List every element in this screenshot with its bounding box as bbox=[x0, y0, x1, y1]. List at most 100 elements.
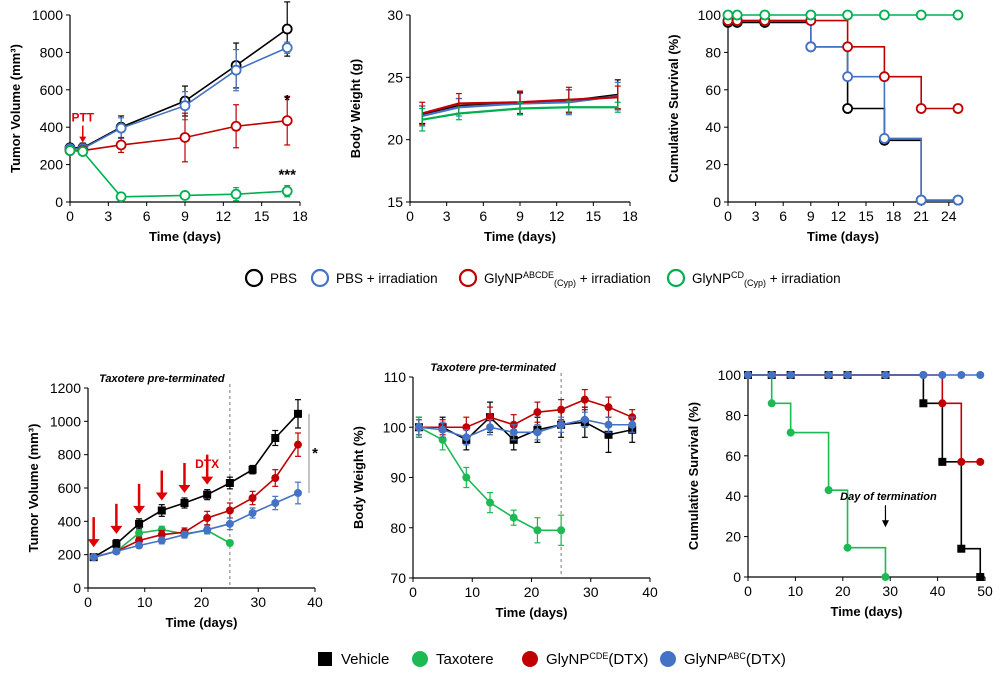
series-3 bbox=[64, 145, 293, 203]
series-3 bbox=[414, 411, 637, 446]
annotation-text: * bbox=[284, 92, 290, 109]
x-tick-label: 6 bbox=[143, 208, 151, 224]
data-point bbox=[938, 371, 947, 379]
x-tick-label: 30 bbox=[250, 594, 266, 610]
data-point bbox=[915, 103, 927, 114]
x-tick-label: 21 bbox=[913, 208, 929, 224]
data-point bbox=[225, 479, 234, 487]
data-point bbox=[842, 41, 853, 53]
x-tick-label: 0 bbox=[724, 208, 732, 224]
annotation-label: Day of termination bbox=[840, 491, 937, 503]
y-tick-label: 800 bbox=[40, 44, 64, 60]
y-tick-label: 0 bbox=[55, 194, 63, 210]
x-tick-label: 15 bbox=[586, 208, 602, 224]
legend-item: GlyNPCDE(DTX) bbox=[522, 651, 648, 668]
data-point bbox=[786, 428, 795, 437]
data-point bbox=[230, 64, 242, 76]
y-tick-label: 600 bbox=[40, 82, 64, 98]
legend-label: GlyNPABCDE(Cyp) + irradiation bbox=[484, 270, 651, 288]
x-tick-label: 15 bbox=[858, 208, 874, 224]
series-line bbox=[70, 46, 288, 150]
data-point bbox=[281, 23, 293, 35]
y-tick-label: 100 bbox=[718, 367, 742, 383]
series-0 bbox=[64, 1, 293, 154]
legend-label: Taxotere bbox=[436, 651, 494, 668]
data-point bbox=[64, 145, 76, 156]
legend-label: GlyNPCD(Cyp) + irradiation bbox=[692, 270, 841, 288]
x-axis-label: Time (days) bbox=[807, 229, 879, 244]
data-point bbox=[879, 71, 890, 83]
data-point bbox=[952, 194, 964, 206]
legend-item: GlyNPABC(DTX) bbox=[660, 651, 786, 668]
x-tick-label: 30 bbox=[583, 584, 599, 600]
series-line bbox=[93, 492, 299, 558]
data-point bbox=[976, 457, 985, 466]
y-tick-label: 80 bbox=[390, 520, 406, 536]
data-point bbox=[767, 399, 776, 408]
y-tick-label: 0 bbox=[733, 569, 741, 585]
series-2 bbox=[89, 432, 302, 562]
data-point bbox=[938, 399, 947, 408]
x-tick-label: 12 bbox=[216, 208, 232, 224]
y-tick-label: 15 bbox=[387, 194, 403, 210]
y-tick-label: 400 bbox=[58, 513, 82, 529]
data-point bbox=[628, 420, 637, 429]
data-point bbox=[293, 489, 302, 497]
legend-label: GlyNPCDE(DTX) bbox=[546, 651, 648, 668]
data-point bbox=[915, 194, 927, 206]
y-tick-label: 70 bbox=[390, 570, 406, 586]
data-point bbox=[557, 420, 566, 429]
data-point bbox=[135, 529, 144, 537]
data-point bbox=[604, 403, 613, 412]
data-point bbox=[157, 506, 166, 515]
series-line bbox=[418, 418, 633, 439]
data-point bbox=[881, 573, 890, 581]
data-point bbox=[293, 440, 302, 449]
y-axis-label: Cumulative Survival (%) bbox=[666, 34, 681, 182]
x-tick-label: 3 bbox=[752, 208, 760, 224]
data-point bbox=[462, 433, 471, 442]
series-line bbox=[748, 374, 887, 577]
data-point bbox=[248, 494, 257, 502]
x-tick-label: 10 bbox=[137, 594, 153, 610]
x-tick-label: 12 bbox=[831, 208, 847, 224]
y-tick-label: 80 bbox=[725, 407, 741, 423]
x-tick-label: 18 bbox=[292, 208, 308, 224]
data-point bbox=[957, 544, 966, 553]
x-tick-label: 24 bbox=[941, 208, 957, 224]
vline-label: Taxotere pre-terminated bbox=[430, 362, 556, 374]
data-point bbox=[881, 371, 890, 379]
legend-marker bbox=[458, 268, 478, 288]
series-line bbox=[70, 119, 288, 152]
data-point bbox=[179, 100, 191, 112]
data-point bbox=[225, 506, 234, 515]
legend-label: PBS bbox=[270, 271, 297, 286]
data-point bbox=[604, 430, 613, 439]
chart-survival-dtx: 0 20 40 60 80 100 0 10 20 30 40 50 Time (days) Cumula… bbox=[686, 367, 993, 619]
x-tick-label: 40 bbox=[642, 584, 658, 600]
data-point bbox=[843, 543, 852, 552]
series-0 bbox=[89, 399, 302, 562]
data-point bbox=[115, 122, 127, 134]
x-tick-label: 18 bbox=[886, 208, 902, 224]
y-tick-label: 0 bbox=[713, 194, 721, 210]
data-point bbox=[281, 42, 293, 54]
y-tick-label: 1000 bbox=[32, 7, 63, 23]
legend-item: PBS bbox=[244, 268, 297, 288]
x-tick-label: 0 bbox=[744, 583, 752, 599]
y-tick-label: 30 bbox=[387, 7, 403, 23]
data-point bbox=[486, 423, 495, 432]
series-line bbox=[93, 413, 299, 558]
series-line bbox=[728, 19, 958, 110]
annotation-text: DTX bbox=[195, 457, 219, 471]
series-line bbox=[748, 374, 981, 463]
data-point bbox=[248, 465, 257, 474]
data-point bbox=[179, 132, 191, 143]
y-tick-label: 20 bbox=[387, 132, 403, 148]
data-point bbox=[976, 573, 985, 581]
x-axis-label: Time (days) bbox=[495, 605, 567, 620]
x-tick-label: 6 bbox=[479, 208, 487, 224]
data-point bbox=[580, 395, 589, 404]
series-line bbox=[70, 28, 288, 149]
series-2 bbox=[744, 371, 985, 466]
